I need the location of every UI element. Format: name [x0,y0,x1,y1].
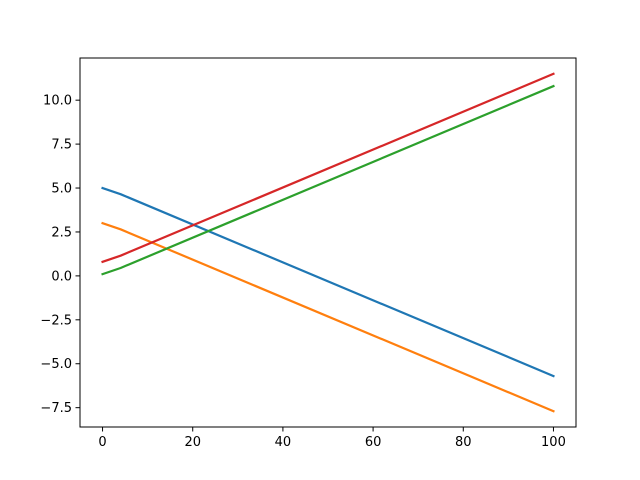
series-line-3 [101,84,555,276]
y-tick-label-1: −5.0 [40,357,72,372]
x-tick-label-5: 100 [541,435,566,450]
series-line-2 [101,221,555,413]
x-tick-label-2: 40 [275,435,292,450]
y-axis: −7.5 −5.0 −2.5 0.0 2.5 5.0 7.5 10.0 [40,94,80,416]
series-line-4 [101,72,555,264]
x-tick-label-3: 60 [365,435,382,450]
y-tick-label-5: 5.0 [51,182,72,197]
x-tick-label-1: 20 [184,435,201,450]
series-layer [101,72,555,413]
series-line-1 [101,186,555,378]
y-tick-label-3: 0.0 [51,269,72,284]
x-axis: 0 20 40 60 80 100 [98,427,566,450]
x-tick-label-0: 0 [98,435,106,450]
y-tick-label-7: 10.0 [43,94,72,109]
x-tick-label-4: 80 [455,435,472,450]
plot-frame [79,57,577,428]
y-tick-label-2: −2.5 [40,313,72,328]
y-tick-label-4: 2.5 [51,225,72,240]
y-tick-label-6: 7.5 [51,138,72,153]
y-tick-label-0: −7.5 [40,401,72,416]
